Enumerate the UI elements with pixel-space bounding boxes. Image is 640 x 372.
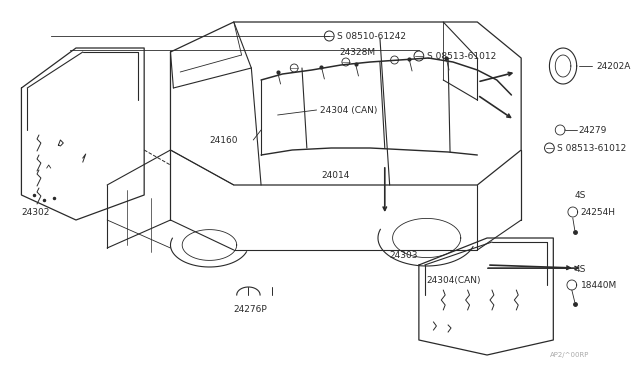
Text: 24328M: 24328M bbox=[339, 48, 375, 57]
Text: 24014: 24014 bbox=[321, 170, 350, 180]
Text: S 08513-61012: S 08513-61012 bbox=[557, 144, 627, 153]
Text: 4S: 4S bbox=[575, 266, 586, 275]
Text: 24304 (CAN): 24304 (CAN) bbox=[319, 106, 377, 115]
Text: S 08510-61242: S 08510-61242 bbox=[337, 32, 406, 41]
Text: 24279: 24279 bbox=[579, 125, 607, 135]
Text: 24254H: 24254H bbox=[580, 208, 616, 217]
Text: 24276P: 24276P bbox=[234, 305, 268, 314]
Text: 4S: 4S bbox=[575, 190, 586, 199]
Text: 24160: 24160 bbox=[209, 135, 238, 144]
Text: 18440M: 18440M bbox=[580, 280, 617, 289]
Text: S 08513-61012: S 08513-61012 bbox=[427, 51, 496, 61]
Text: 24304(CAN): 24304(CAN) bbox=[427, 276, 481, 285]
Text: 24202A: 24202A bbox=[596, 61, 630, 71]
Text: 24302: 24302 bbox=[21, 208, 50, 217]
Text: 24303: 24303 bbox=[390, 250, 418, 260]
Text: AP2/^00RP: AP2/^00RP bbox=[550, 352, 590, 358]
